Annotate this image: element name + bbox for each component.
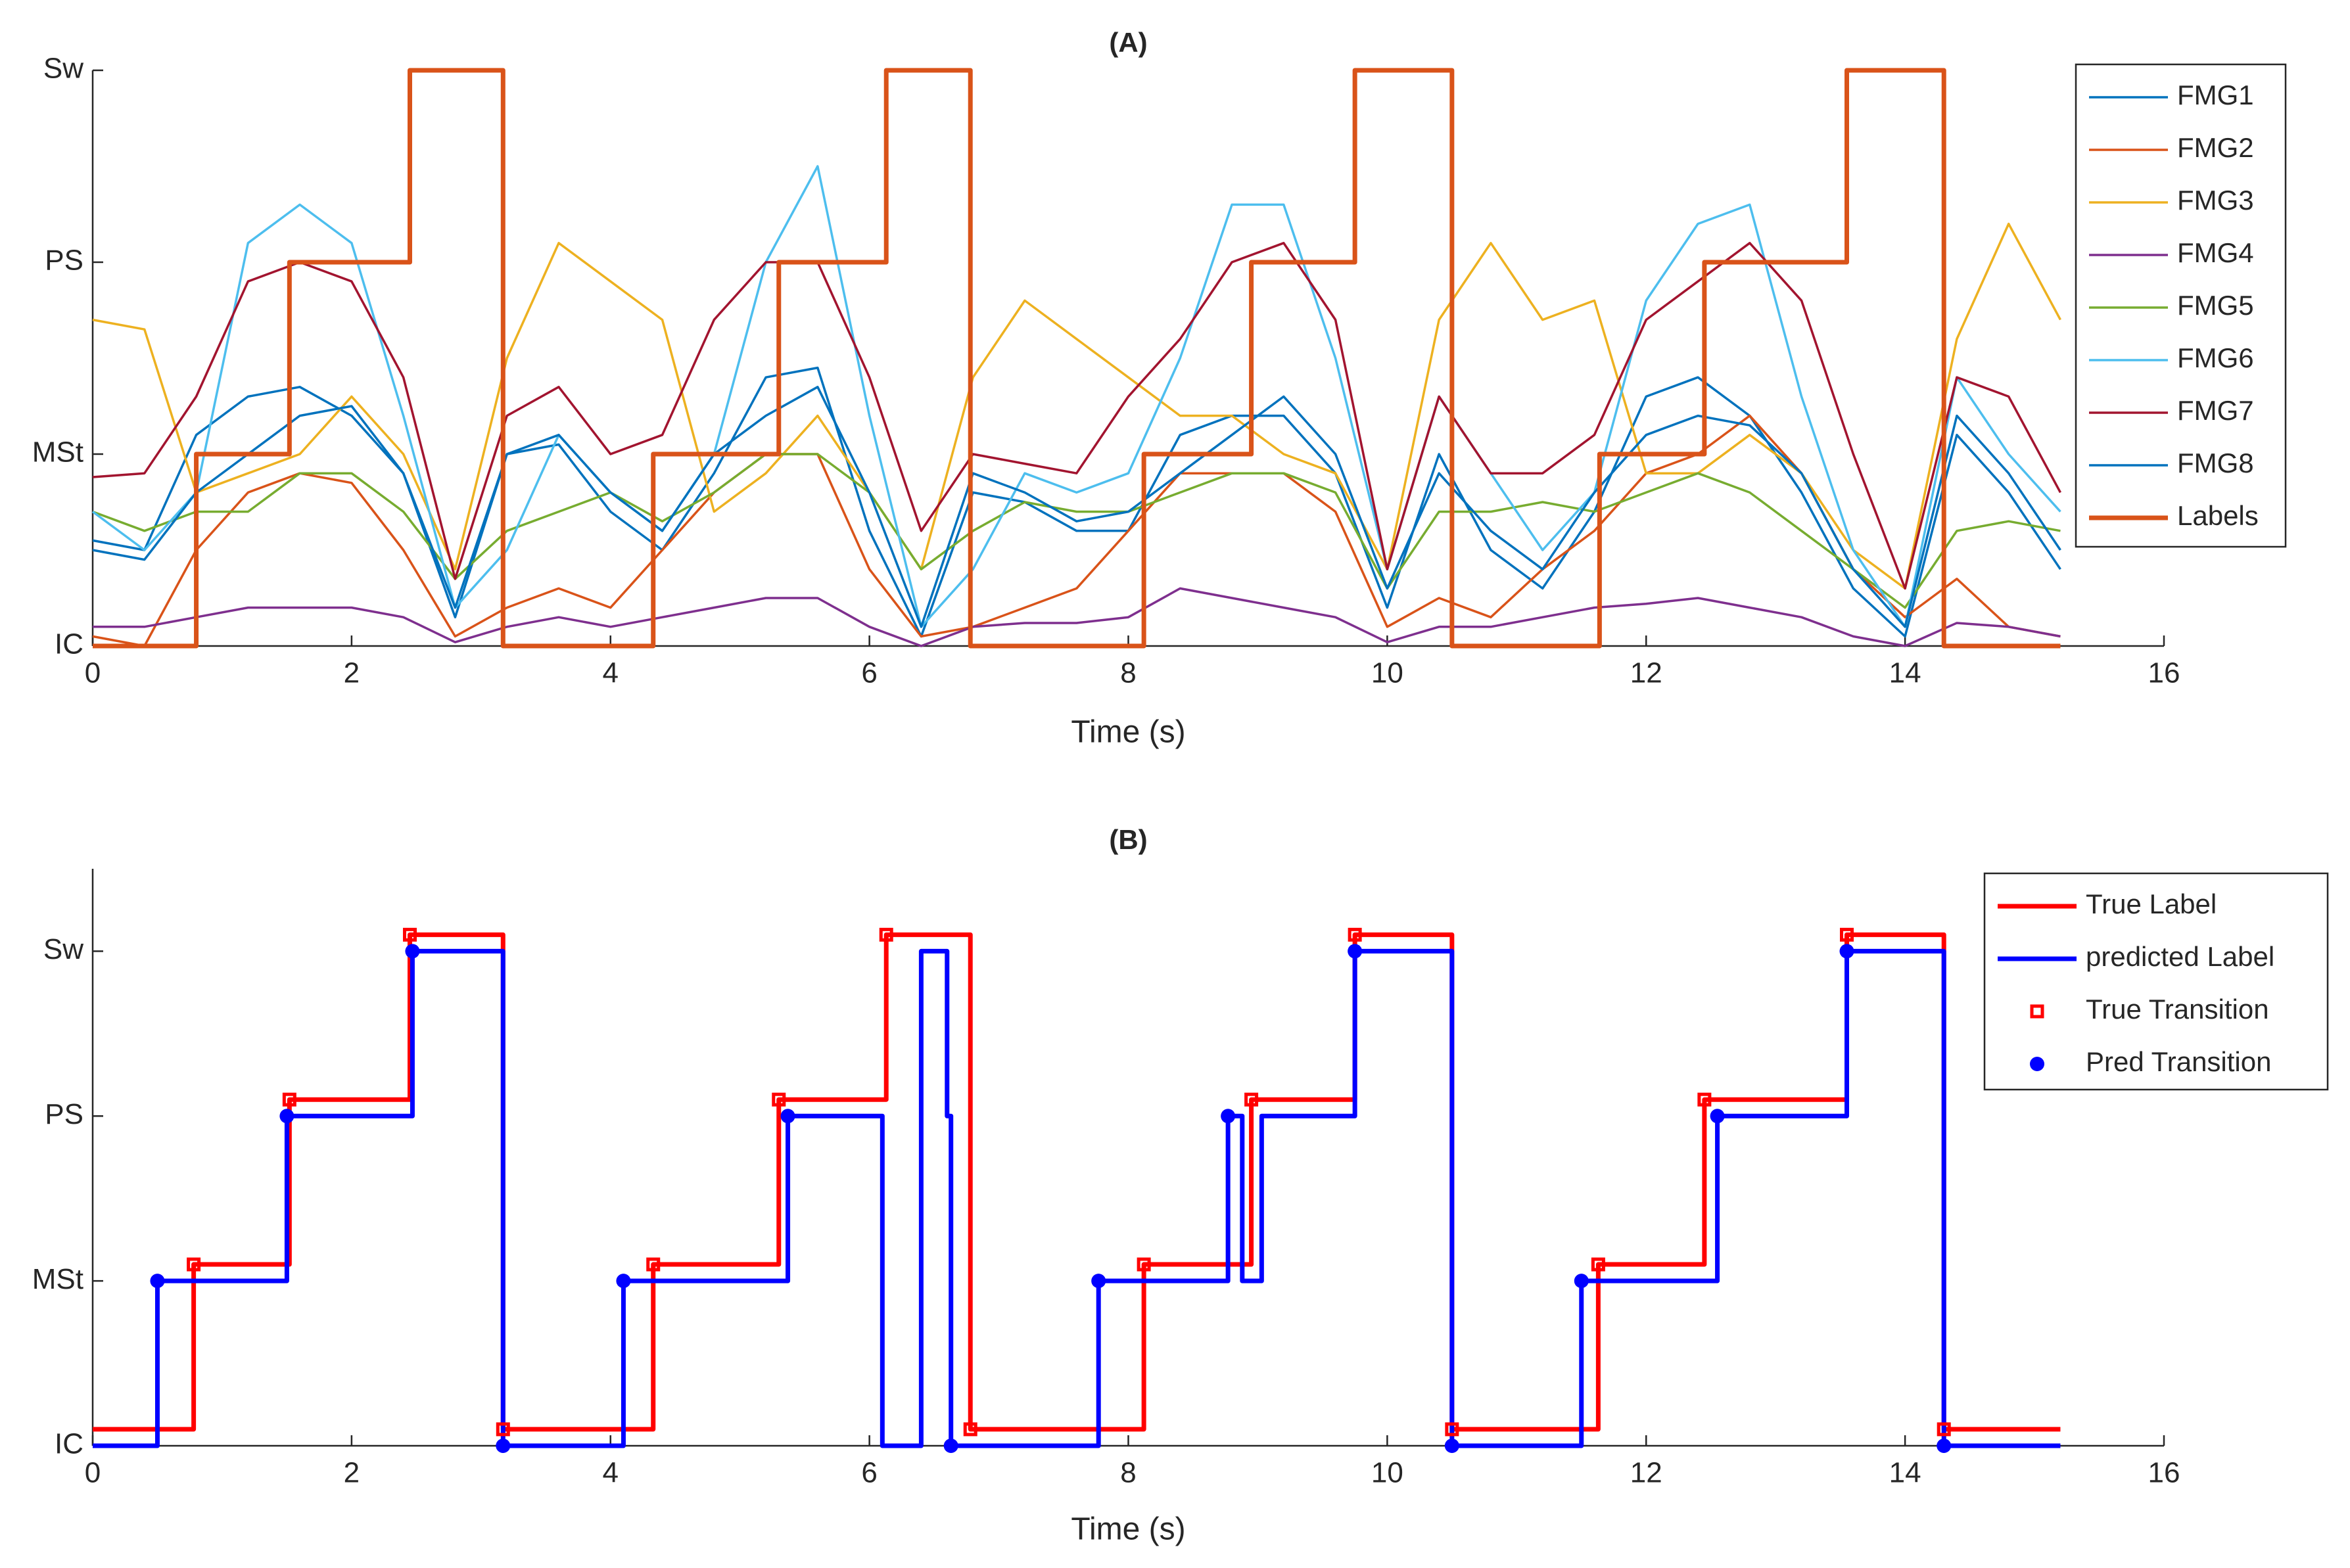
transition-marker [496, 1439, 511, 1453]
x-tick-label: 10 [1371, 657, 1403, 689]
legend-label: FMG1 [2177, 80, 2254, 110]
transition-marker [780, 1109, 795, 1124]
series-line [93, 587, 2061, 647]
x-tick-label: 2 [344, 657, 360, 689]
transition-marker [1348, 944, 1363, 959]
x-tick-label: 16 [2148, 1457, 2180, 1489]
transition-marker [879, 927, 893, 942]
transition-marker [1697, 1092, 1712, 1107]
x-tick-label: 2 [344, 1457, 360, 1489]
y-tick-label: Sw [43, 933, 83, 965]
legend-box [1983, 872, 2329, 1091]
legend-label: FMG2 [2177, 132, 2254, 163]
x-axis-label: Time (s) [1071, 1512, 1185, 1547]
transition-marker [1591, 1257, 1605, 1272]
x-tick-label: 8 [1120, 1457, 1136, 1489]
chart-title: (A) [1109, 27, 1147, 58]
y-tick-label: IC [55, 1428, 83, 1460]
transition-marker [1710, 1109, 1725, 1124]
legend-label: FMG4 [2177, 237, 2254, 268]
legend-label: FMG6 [2177, 342, 2254, 373]
transition-marker [282, 1092, 296, 1107]
series-line [92, 242, 2061, 590]
y-tick-label: PS [45, 1098, 83, 1130]
transition-marker [1839, 944, 1854, 959]
transition-marker [1445, 1422, 1459, 1437]
y-tick-label: IC [55, 628, 83, 660]
x-tick-label: 6 [861, 657, 877, 689]
transition-marker [1937, 1422, 1951, 1437]
transition-marker [1574, 1274, 1589, 1289]
series-line [92, 366, 2061, 638]
legend-label: FMG5 [2177, 290, 2254, 321]
legend-swatch [2030, 1004, 2044, 1019]
transition-marker [1091, 1274, 1106, 1289]
x-tick-label: 12 [1630, 1457, 1662, 1489]
transition-marker [1840, 927, 1854, 942]
x-tick-label: 12 [1630, 657, 1662, 689]
x-tick-label: 16 [2148, 657, 2180, 689]
transition-marker [1937, 1439, 1952, 1453]
series-line [91, 165, 2061, 628]
step-line [93, 948, 2061, 1448]
transition-marker [1348, 927, 1362, 942]
legend-swatch [2030, 1057, 2044, 1071]
transition-marker [187, 1257, 201, 1272]
y-tick-label: MSt [32, 1263, 83, 1295]
transition-marker [405, 944, 420, 959]
transition-marker [279, 1109, 294, 1124]
x-tick-label: 14 [1889, 657, 1921, 689]
transition-marker [496, 1422, 510, 1437]
transition-marker [963, 1422, 977, 1437]
legend-label: Labels [2177, 500, 2259, 531]
series-line [92, 414, 2061, 647]
transition-marker [1444, 1439, 1459, 1453]
transition-marker [1221, 1109, 1236, 1124]
step-line [93, 932, 2061, 1432]
y-tick-label: Sw [43, 53, 83, 85]
transition-marker [150, 1274, 165, 1289]
x-tick-label: 4 [603, 657, 619, 689]
x-tick-label: 14 [1889, 1457, 1921, 1489]
series-line [92, 386, 2061, 628]
transition-marker [646, 1257, 661, 1272]
chart-title: (B) [1109, 824, 1147, 855]
x-tick-label: 4 [603, 1457, 619, 1489]
x-tick-label: 6 [861, 1457, 877, 1489]
x-tick-label: 0 [85, 657, 101, 689]
legend-label: FMG8 [2177, 448, 2254, 478]
transition-marker [772, 1092, 786, 1107]
transition-marker [943, 1439, 958, 1453]
legend-label: True Transition [2086, 994, 2269, 1025]
series-line [92, 222, 2061, 590]
transition-marker [1244, 1092, 1259, 1107]
x-tick-label: 0 [85, 1457, 101, 1489]
y-tick-label: PS [45, 244, 83, 277]
legend-label: Pred Transition [2086, 1046, 2271, 1077]
series-line [92, 453, 2061, 609]
step-line [93, 68, 2061, 649]
transition-marker [402, 927, 417, 942]
legend-label: True Label [2086, 888, 2217, 919]
x-tick-label: 8 [1120, 657, 1136, 689]
y-tick-label: MSt [32, 436, 83, 469]
legend-label: FMG7 [2177, 395, 2254, 426]
transition-marker [1137, 1257, 1151, 1272]
legend-label: predicted Label [2086, 941, 2274, 972]
x-tick-label: 10 [1371, 1457, 1403, 1489]
transition-marker [616, 1274, 631, 1289]
legend-label: FMG3 [2177, 185, 2254, 216]
x-axis-label: Time (s) [1071, 715, 1185, 750]
